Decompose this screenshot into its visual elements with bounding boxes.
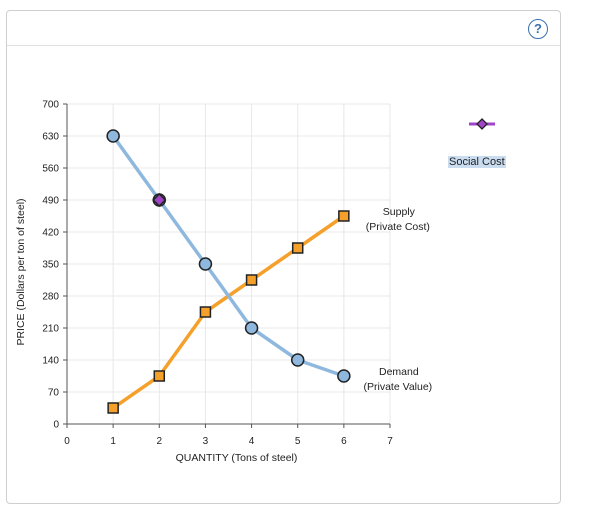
supply-point-marker <box>291 242 304 254</box>
x-tick-label: 4 <box>249 436 255 447</box>
y-tick-label: 630 <box>42 132 59 143</box>
x-tick-label: 3 <box>203 436 209 447</box>
chart-lines <box>111 134 345 410</box>
y-axis-title: PRICE (Dollars per ton of steel) <box>15 198 27 345</box>
y-tick-label: 0 <box>53 420 59 431</box>
curve-labels: Supply (Private Cost) Demand (Private Value… <box>364 206 433 393</box>
social-cost-point-marker <box>152 192 167 208</box>
chart-markers <box>106 129 351 414</box>
x-tick-label: 5 <box>295 436 301 447</box>
chart-ticks: 0 70 140 210 280 350 420 490 560 630 700 0 1 2 3 4 5 6 7 <box>42 100 393 448</box>
social-cost-legend-label: Social Cost <box>448 156 506 168</box>
demand-point-marker <box>106 129 120 143</box>
y-tick-label: 140 <box>42 356 59 367</box>
x-tick-label: 7 <box>387 436 393 447</box>
supply-point-marker <box>199 306 212 318</box>
y-tick-label: 70 <box>48 388 60 399</box>
y-tick-label: 420 <box>42 228 59 239</box>
social-cost-legend[interactable]: Social Cost <box>448 152 506 170</box>
x-tick-label: 1 <box>110 436 116 447</box>
y-tick-label: 700 <box>42 100 59 111</box>
demand-point-marker <box>244 321 259 335</box>
x-tick-label: 6 <box>341 436 347 447</box>
supply-point-marker <box>245 274 258 286</box>
y-tick-label: 350 <box>42 260 59 271</box>
y-tick-label: 560 <box>42 164 59 175</box>
question-circle-icon: ? <box>534 21 542 36</box>
panel-header-divider <box>7 45 560 46</box>
demand-point-marker <box>337 369 351 383</box>
help-button[interactable]: ? <box>528 19 548 39</box>
x-tick-label: 0 <box>64 436 70 447</box>
y-tick-label: 490 <box>42 196 59 207</box>
x-tick-label: 2 <box>157 436 163 447</box>
series-label-0-line2: (Private Cost) <box>366 221 430 233</box>
diamond-marker-icon <box>476 118 488 130</box>
series-label-1-line2: (Private Value) <box>364 381 433 393</box>
demand-point-marker <box>290 353 305 367</box>
series-line-0 <box>112 214 345 410</box>
supply-point-marker <box>338 210 350 222</box>
supply-point-marker <box>107 402 119 414</box>
series-label-1-line1: Demand <box>379 366 419 378</box>
social-cost-legend-marker[interactable] <box>469 118 495 130</box>
x-axis-title: QUANTITY (Tons of steel) <box>176 452 298 464</box>
series-line-1 <box>111 134 345 378</box>
series-label-0-line1: Supply <box>383 206 416 218</box>
demand-point-marker <box>198 257 213 271</box>
supply-point-marker <box>153 370 166 382</box>
y-tick-label: 210 <box>42 324 59 335</box>
y-tick-label: 280 <box>42 292 59 303</box>
